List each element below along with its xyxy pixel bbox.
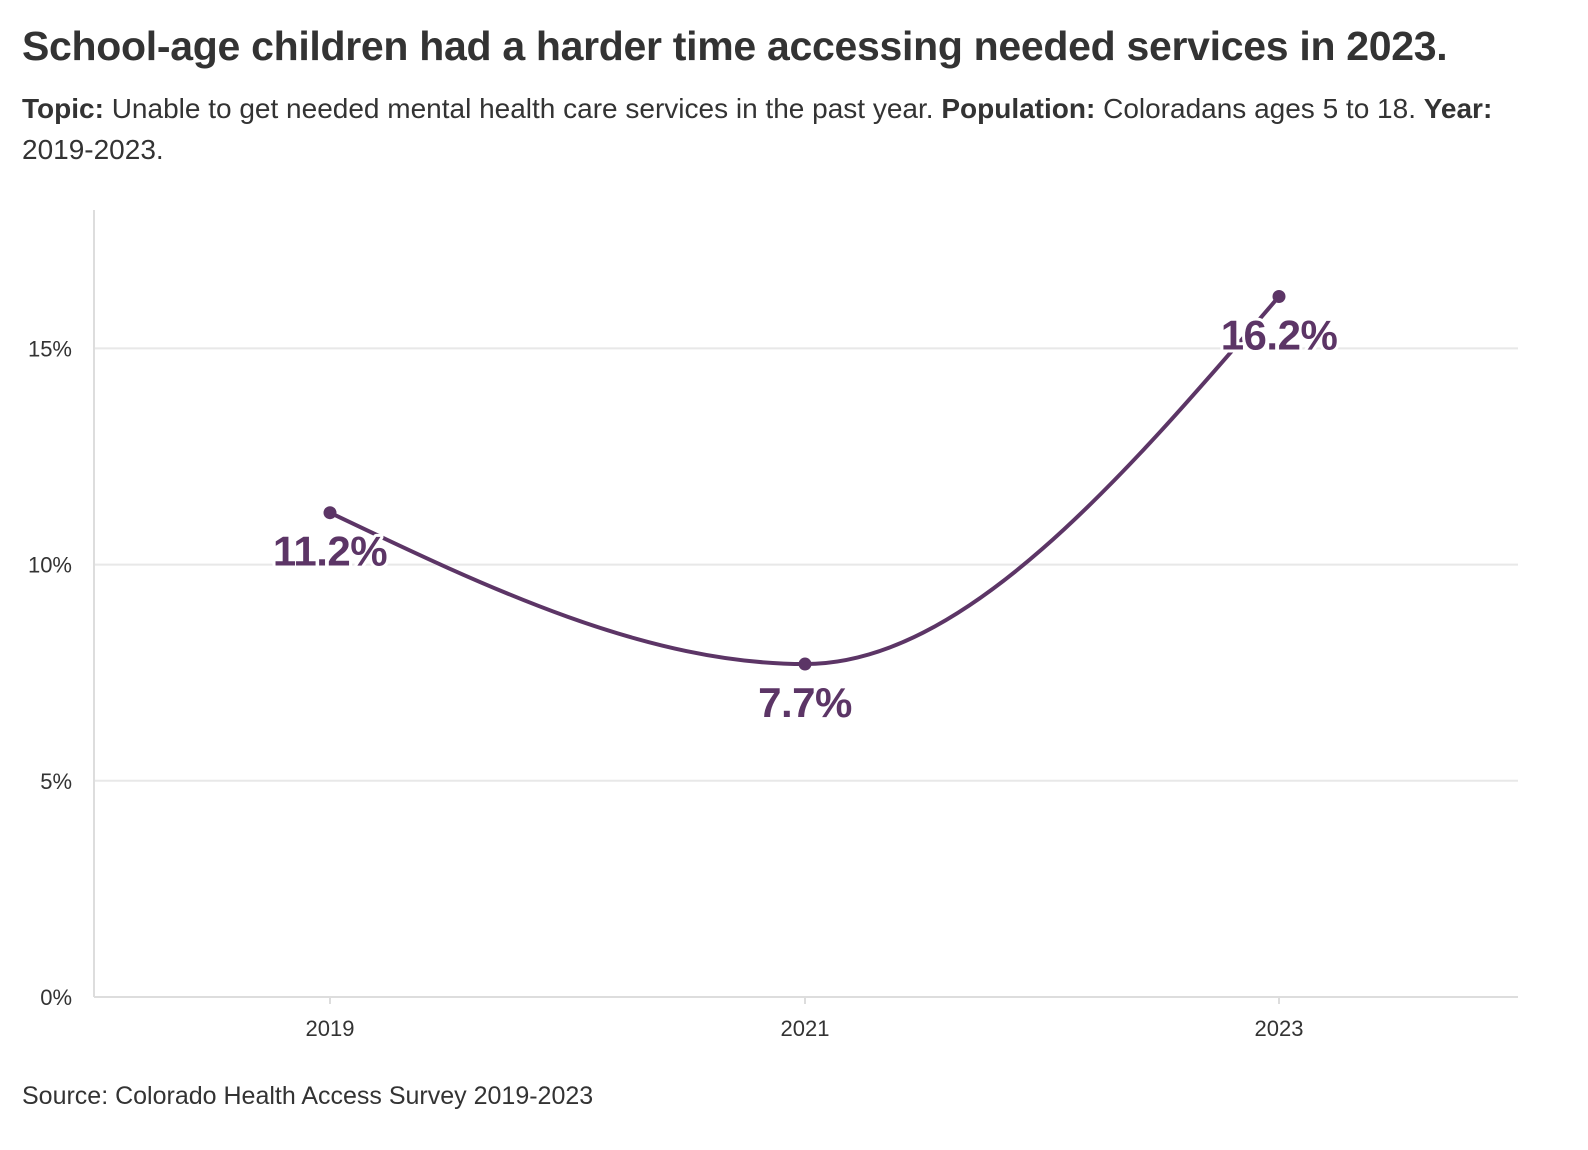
x-tick-label: 2021 <box>781 1016 830 1041</box>
source-note: Source: Colorado Health Access Survey 20… <box>22 1082 594 1110</box>
y-tick-label: 15% <box>28 336 72 361</box>
grid-lines <box>94 347 1518 782</box>
data-point-2019[interactable] <box>323 506 337 520</box>
population-label: Population: <box>941 93 1096 124</box>
data-label-2023: 16.2% <box>1221 311 1338 358</box>
axes: 0% 5% 10% 15% 2019 2021 2023 <box>28 210 1518 1041</box>
year-label: Year: <box>1423 93 1493 124</box>
y-tick-label: 5% <box>40 769 72 794</box>
y-tick-label: 0% <box>40 985 72 1010</box>
topic-text: Unable to get needed mental health care … <box>103 93 942 124</box>
chart-subtitle: Topic: Unable to get needed mental healt… <box>22 88 1562 170</box>
data-labels: 11.2% 7.7% 16.2% <box>270 308 1341 729</box>
population-text: Coloradans ages 5 to 18. <box>1095 93 1424 124</box>
topic-label: Topic: <box>22 93 104 124</box>
data-point-2021[interactable] <box>798 657 812 671</box>
series-group <box>323 289 1286 671</box>
chart-title: School-age children had a harder time ac… <box>22 23 1448 69</box>
data-label-2021: 7.7% <box>758 679 852 726</box>
x-tick-label: 2023 <box>1255 1016 1304 1041</box>
data-label-2019: 11.2% <box>273 528 387 575</box>
y-tick-label: 10% <box>28 553 72 578</box>
x-tick-label: 2019 <box>306 1016 355 1041</box>
series-line <box>328 294 1281 667</box>
line-chart: 0% 5% 10% 15% 2019 2021 2023 11.2% 7.7% 16.2% <box>28 210 1518 1041</box>
year-text: 2019-2023. <box>22 134 164 165</box>
data-point-2023[interactable] <box>1272 289 1286 303</box>
